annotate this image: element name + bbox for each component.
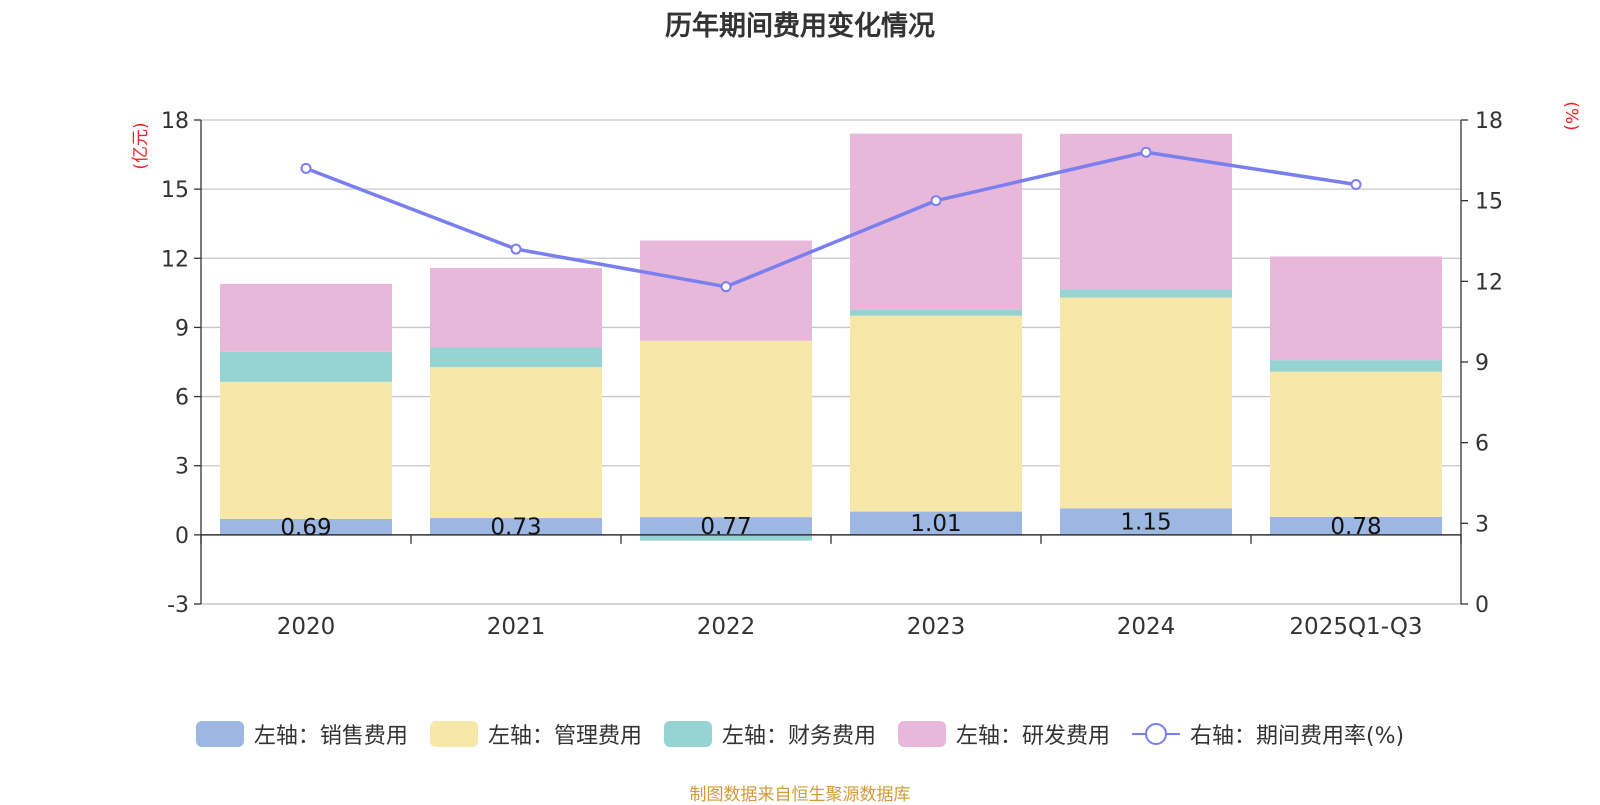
rate-point-2023: [930, 195, 942, 207]
rate-point-2024: [1140, 146, 1152, 158]
left-tick-label: 0: [175, 524, 189, 549]
legend-label: 左轴：财务费用: [721, 724, 876, 749]
legend-line-swatch: [1131, 723, 1180, 745]
bar-1-2022: [640, 517, 812, 535]
right-tick-label: 12: [1475, 270, 1503, 295]
bar-3-2024: [1060, 289, 1232, 298]
bar-2-2020: [220, 381, 392, 519]
rate-point-2021: [510, 243, 522, 255]
bar-3-2023: [850, 309, 1022, 316]
left-tick-label: 18: [161, 109, 189, 134]
legend-swatch: [663, 721, 712, 747]
bar-3-2022: [640, 534, 812, 541]
left-tick-label: 6: [175, 386, 189, 411]
legend-item[interactable]: 左轴：管理费用: [429, 718, 642, 750]
bar-3-2020: [220, 351, 392, 382]
gridlines: [201, 119, 1461, 605]
data-label: 0.78: [1330, 514, 1381, 540]
chart-title: 历年期间费用变化情况: [665, 11, 935, 42]
bar-2-2024: [1060, 297, 1232, 509]
data-label: 0.69: [280, 515, 331, 541]
legend-swatch: [897, 721, 946, 747]
category-label: 2025Q1-Q3: [1289, 614, 1422, 640]
legend: 左轴：销售费用 左轴：管理费用 左轴：财务费用 左轴：研发费用 右轴：期间费用率(%): [0, 718, 1600, 750]
bar-1-2024: [1060, 508, 1232, 535]
data-label: 0.77: [700, 514, 751, 540]
right-axis-unit: (%): [1561, 101, 1581, 130]
left-tick-label: -3: [167, 593, 189, 618]
right-tick-label: 9: [1475, 351, 1489, 376]
category-label: 2020: [277, 614, 336, 640]
bar-1-2020: [220, 518, 392, 535]
right-tick-label: 15: [1475, 190, 1503, 215]
left-tick-label: 15: [161, 178, 189, 203]
left-axis-unit: (亿元): [131, 122, 151, 169]
left-tick-label: 9: [175, 316, 189, 341]
data-label: 1.01: [910, 511, 961, 537]
rate-line-path: [305, 150, 1357, 289]
legend-swatch: [429, 721, 478, 747]
legend-label: 左轴：管理费用: [487, 724, 642, 749]
legend-item[interactable]: 左轴：财务费用: [663, 718, 876, 750]
bars: [220, 133, 1442, 541]
bar-2-2025Q1-Q3: [1270, 371, 1442, 517]
category-label: 2023: [907, 614, 966, 640]
legend-item[interactable]: 左轴：研发费用: [897, 718, 1110, 750]
rate-point-2020: [300, 162, 312, 174]
bar-1-2025Q1-Q3: [1270, 516, 1442, 535]
labels: 2020 2021 2022 2023 2024 2025Q1-Q3 0.69 0.73 0.7…: [277, 510, 1423, 640]
legend-label: 右轴：期间费用率(%): [1189, 724, 1405, 749]
data-label: 0.73: [490, 514, 541, 540]
category-label: 2024: [1117, 614, 1176, 640]
legend-marker: [1144, 723, 1167, 745]
rate-line: [300, 146, 1362, 293]
bar-3-2021: [430, 347, 602, 368]
legend-label: 左轴：研发费用: [955, 724, 1110, 749]
axes: -3 0 3 6 9 12 15 18 0 3 6 9 12 15 18 (亿元) (%): [131, 101, 1581, 618]
bar-4-2023: [850, 133, 1022, 310]
bar-2-2023: [850, 315, 1022, 512]
legend-item[interactable]: 左轴：销售费用: [195, 718, 408, 750]
left-tick-label: 3: [175, 455, 189, 480]
bar-4-2025Q1-Q3: [1270, 256, 1442, 361]
category-label: 2022: [697, 614, 756, 640]
legend-label: 左轴：销售费用: [253, 724, 408, 749]
category-label: 2021: [487, 614, 546, 640]
rate-point-2025Q1-Q3: [1350, 179, 1362, 191]
bar-4-2020: [220, 283, 392, 352]
data-label: 1.15: [1120, 510, 1171, 536]
source-note: 制图数据来自恒生聚源数据库: [689, 785, 911, 805]
right-tick-label: 6: [1475, 432, 1489, 457]
bar-1-2021: [430, 518, 602, 535]
bar-2-2022: [640, 340, 812, 518]
left-tick-label: 12: [161, 247, 189, 272]
rate-point-2022: [720, 281, 732, 293]
bar-2-2021: [430, 367, 602, 519]
right-tick-label: 3: [1475, 512, 1489, 537]
right-tick-label: 0: [1475, 593, 1489, 618]
bar-1-2023: [850, 511, 1022, 535]
bar-3-2025Q1-Q3: [1270, 360, 1442, 372]
legend-swatch: [195, 721, 244, 747]
legend-item[interactable]: 右轴：期间费用率(%): [1131, 718, 1405, 750]
bar-4-2021: [430, 267, 602, 348]
right-tick-label: 18: [1475, 109, 1503, 134]
